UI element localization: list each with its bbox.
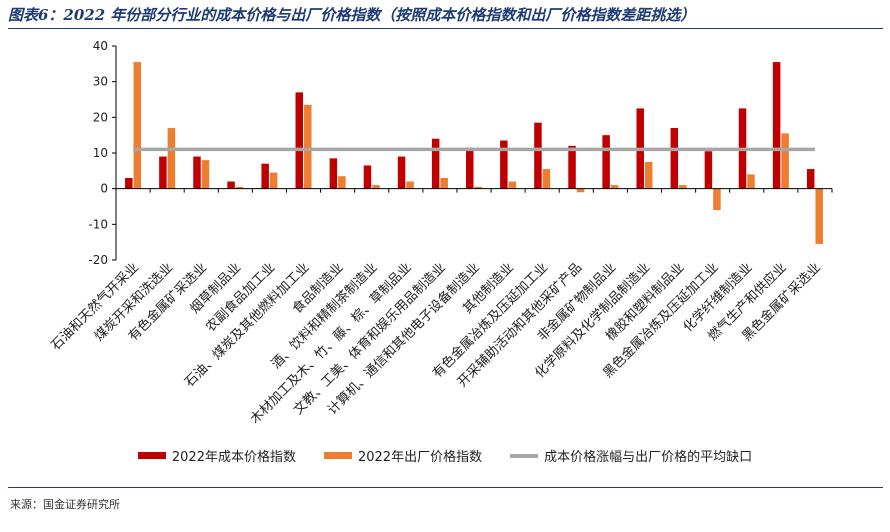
legend-item-gap: 成本价格涨幅与出厂价格的平均缺口	[510, 446, 752, 465]
bar-chart: -20-10010203040石油和天然气开采业煤炭开采和洗选业有色金属矿采选业…	[48, 39, 833, 427]
bar-factory	[440, 177, 448, 189]
bar-cost	[363, 165, 372, 189]
bar-cost	[193, 156, 201, 189]
y-tick-label: 0	[100, 182, 108, 196]
bar-cost	[431, 138, 440, 189]
bar-cost	[772, 62, 781, 189]
legend-label-cost: 2022年成本价格指数	[171, 450, 296, 465]
bar-cost	[534, 122, 542, 189]
legend-label-factory: 2022年出厂价格指数	[357, 450, 483, 465]
bar-cost	[704, 151, 713, 189]
bar-cost	[125, 177, 133, 189]
y-tick-label: 40	[93, 39, 108, 53]
chart-title: 图表6：2022 年份部分行业的成本价格与出厂价格指数（按照成本价格指数和出厂价…	[8, 6, 696, 24]
source-note: 来源：国金证券研究所	[10, 498, 120, 511]
y-tick-label: 20	[93, 110, 108, 124]
legend-label-gap: 成本价格涨幅与出厂价格的平均缺口	[544, 450, 753, 465]
legend-item-factory: 2022年出厂价格指数	[323, 446, 483, 465]
bar-cost	[602, 135, 610, 189]
legend-swatch-gap	[510, 453, 539, 458]
bar-factory	[576, 188, 585, 193]
bar-factory	[644, 161, 653, 189]
bar-cost	[159, 156, 167, 189]
bar-cost	[806, 169, 815, 189]
y-tick-label: 30	[93, 75, 108, 89]
bar-cost	[500, 140, 508, 189]
bar-factory	[713, 188, 721, 211]
bar-factory	[235, 186, 244, 189]
chart-legend: 2022年成本价格指数 2022年出厂价格指数 成本价格涨幅与出厂价格的平均缺口	[0, 446, 890, 465]
footer-divider	[8, 487, 883, 488]
bar-cost	[670, 128, 679, 189]
bar-factory	[508, 181, 517, 189]
bar-factory	[406, 181, 414, 189]
bar-factory	[338, 176, 346, 189]
bar-factory	[542, 169, 551, 189]
bar-factory	[610, 185, 619, 189]
y-tick-label: -10	[88, 217, 108, 231]
bar-factory	[474, 186, 482, 189]
bar-cost	[397, 156, 406, 189]
bar-factory	[269, 172, 278, 189]
y-tick-label: -20	[88, 253, 108, 267]
bar-cost	[568, 145, 576, 189]
bar-cost	[329, 158, 338, 189]
bar-cost	[227, 181, 235, 189]
bar-factory	[815, 188, 823, 244]
bar-factory	[167, 128, 176, 189]
bar-cost	[295, 92, 304, 189]
bar-factory	[372, 185, 380, 189]
bar-factory	[133, 62, 142, 189]
legend-swatch-cost	[137, 452, 166, 459]
bar-factory	[679, 185, 687, 189]
bar-factory	[781, 133, 789, 189]
bar-factory	[747, 174, 755, 189]
legend-swatch-factory	[323, 452, 352, 459]
legend-item-cost: 2022年成本价格指数	[137, 446, 296, 465]
y-tick-label: 10	[93, 146, 108, 160]
bar-factory	[304, 104, 312, 189]
bar-cost	[261, 163, 269, 189]
bar-cost	[466, 147, 474, 189]
title-divider	[8, 28, 883, 29]
bar-factory	[201, 160, 210, 189]
